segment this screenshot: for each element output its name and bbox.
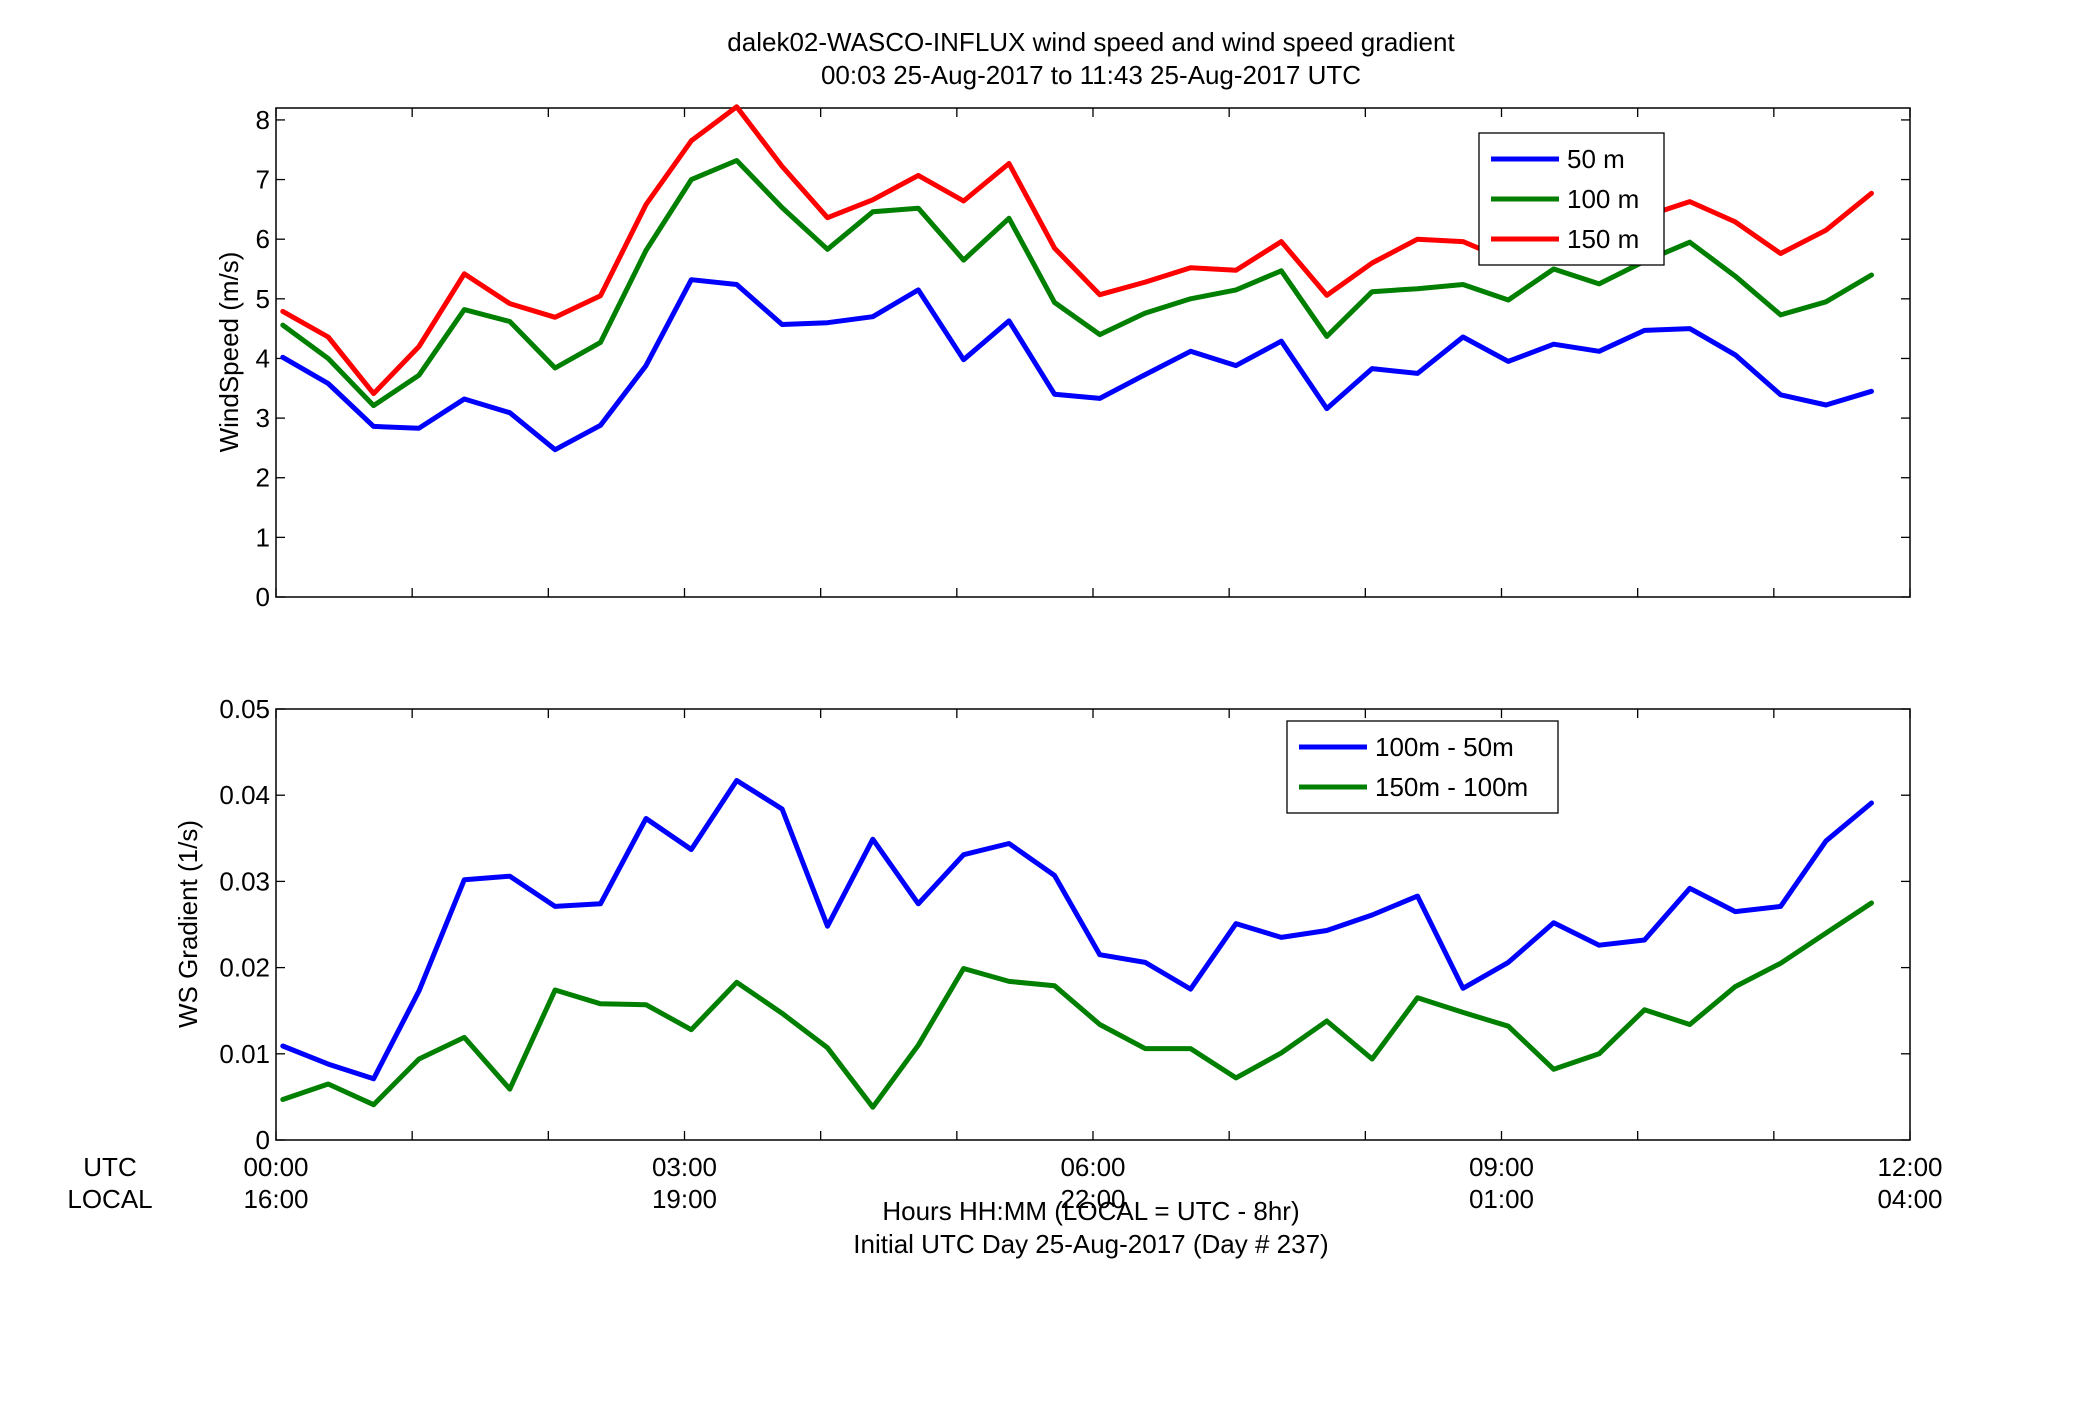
y-tick-label: 2 xyxy=(256,463,270,493)
y-tick-label: 3 xyxy=(256,403,270,433)
y-tick-label: 1 xyxy=(256,522,270,552)
y-tick-label: 6 xyxy=(256,224,270,254)
y-tick-label: 0.01 xyxy=(219,1039,270,1069)
legend-label: 100 m xyxy=(1567,184,1639,214)
x-tick-label-utc: 09:00 xyxy=(1469,1152,1534,1182)
x-tick-label-utc: 03:00 xyxy=(652,1152,717,1182)
legend-label: 50 m xyxy=(1567,144,1625,174)
y-tick-label: 0.03 xyxy=(219,866,270,896)
y-tick-label: 0 xyxy=(256,582,270,612)
legend-label: 100m - 50m xyxy=(1375,732,1514,762)
windspeed-ticks: 0 1 2 3 4 5 6 7 8 xyxy=(256,105,1911,612)
x-tick-label-local: 22:00 xyxy=(1060,1184,1125,1214)
y-tick-label: 0.02 xyxy=(219,953,270,983)
x-tick-label-local: 01:00 xyxy=(1469,1184,1534,1214)
windspeed-panel: 0 1 2 3 4 5 6 7 8 WindSpeed (m/s) 50 m 100 m 150 m xyxy=(214,104,1911,612)
legend-box xyxy=(1286,720,1559,814)
x-tick-label-local: 04:00 xyxy=(1877,1184,1942,1214)
gradient-lines xyxy=(280,778,1874,1110)
gradient-legend: 100m - 50m 150m - 100m xyxy=(1286,720,1559,814)
chart-subtitle: 00:03 25-Aug-2017 to 11:43 25-Aug-2017 U… xyxy=(821,60,1361,90)
gradient-panel: 00.010.020.030.040.05 WS Gradient (1/s) … xyxy=(173,694,1911,1155)
series-line xyxy=(280,778,1874,1082)
y-tick-label: 0.05 xyxy=(219,694,270,724)
windspeed-axes-box xyxy=(275,107,1911,598)
x-tick-label-utc: 00:00 xyxy=(243,1152,308,1182)
x-tick-label-utc: 12:00 xyxy=(1877,1152,1942,1182)
local-row-label: LOCAL xyxy=(67,1184,152,1214)
x-tick-label-utc: 06:00 xyxy=(1060,1152,1125,1182)
gradient-ticks: 0 0.01 0.02 0.03 0.04 0.05 xyxy=(219,694,1911,1155)
gradient-axes-box xyxy=(275,708,1911,1141)
gradient-y-axis-label: WS Gradient (1/s) xyxy=(173,820,203,1028)
series-line xyxy=(280,277,1874,453)
chart-title: dalek02-WASCO-INFLUX wind speed and wind… xyxy=(727,27,1455,57)
y-tick-label: 0.04 xyxy=(219,780,270,810)
series-line xyxy=(280,158,1874,409)
y-tick-label: 4 xyxy=(256,343,270,373)
y-tick-label: 5 xyxy=(256,284,270,314)
y-tick-label: 8 xyxy=(256,105,270,135)
windspeed-legend: 50 m 100 m 150 m xyxy=(1478,132,1665,266)
legend-label: 150 m xyxy=(1567,224,1639,254)
x-axis-label: Hours HH:MM (LOCAL = UTC - 8hr) xyxy=(882,1196,1299,1226)
y-tick-label: 7 xyxy=(256,165,270,195)
windspeed-y-axis-label: WindSpeed (m/s) xyxy=(214,252,244,453)
x-tick-label-local: 19:00 xyxy=(652,1184,717,1214)
y-tick-label: 0 xyxy=(256,1125,270,1155)
x-tick-label-local: 16:00 xyxy=(243,1184,308,1214)
x-axis-sublabel: Initial UTC Day 25-Aug-2017 (Day # 237) xyxy=(853,1229,1328,1259)
legend-label: 150m - 100m xyxy=(1375,772,1528,802)
utc-row-label: UTC xyxy=(83,1152,136,1182)
series-line xyxy=(280,900,1874,1110)
